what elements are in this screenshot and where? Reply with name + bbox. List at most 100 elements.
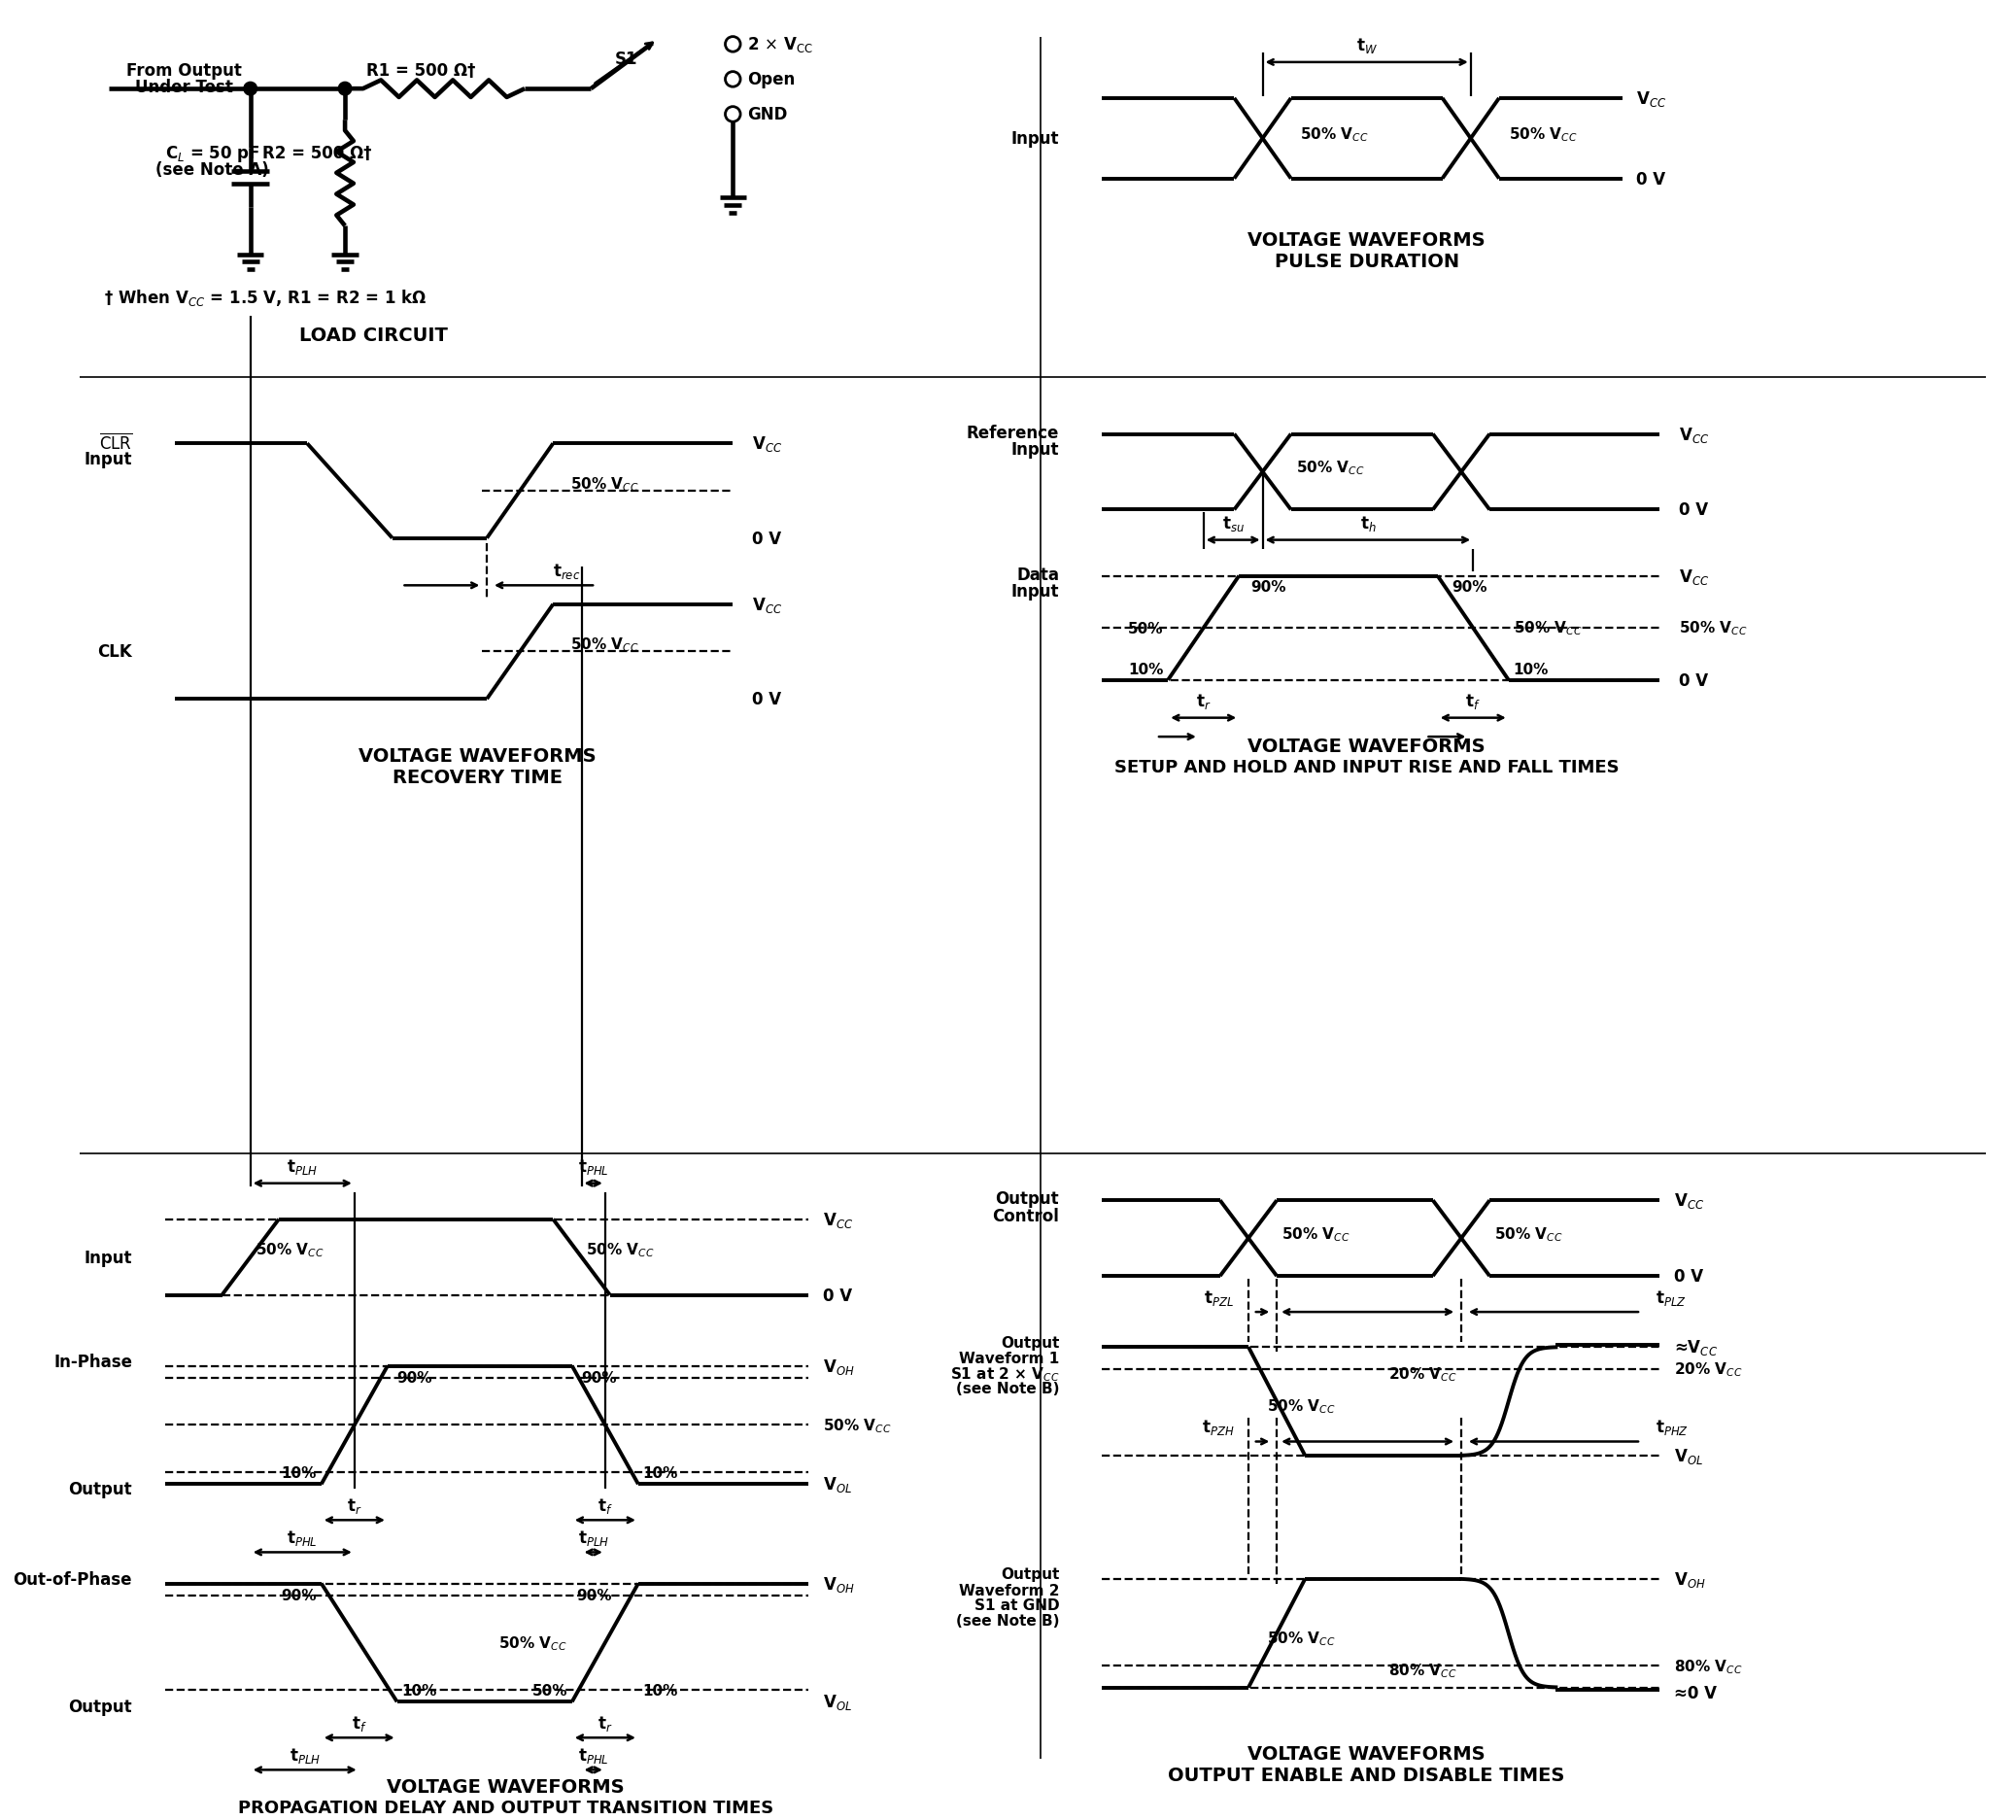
Text: (see Note B): (see Note B) [956, 1613, 1058, 1627]
Text: t$_{PLH}$: t$_{PLH}$ [579, 1527, 609, 1547]
Text: SETUP AND HOLD AND INPUT RISE AND FALL TIMES: SETUP AND HOLD AND INPUT RISE AND FALL T… [1115, 759, 1619, 777]
Text: 20% V$_{CC}$: 20% V$_{CC}$ [1387, 1365, 1456, 1383]
Text: 10%: 10% [643, 1684, 677, 1698]
Text: Output: Output [996, 1190, 1058, 1207]
Text: 10%: 10% [282, 1465, 317, 1480]
Text: V$_{OL}$: V$_{OL}$ [823, 1693, 853, 1711]
Text: OUTPUT ENABLE AND DISABLE TIMES: OUTPUT ENABLE AND DISABLE TIMES [1167, 1765, 1564, 1784]
Text: From Output: From Output [127, 62, 242, 80]
Text: 50% V$_{CC}$: 50% V$_{CC}$ [1679, 619, 1748, 637]
Text: V$_{CC}$: V$_{CC}$ [1673, 1190, 1704, 1210]
Text: t$_{PHL}$: t$_{PHL}$ [579, 1158, 609, 1176]
Text: t$_W$: t$_W$ [1357, 36, 1377, 56]
Text: 10%: 10% [643, 1465, 677, 1480]
Text: Output: Output [1000, 1336, 1058, 1350]
Circle shape [244, 84, 256, 96]
Text: 0 V: 0 V [823, 1287, 853, 1303]
Text: S1 at 2 × V$_{CC}$: S1 at 2 × V$_{CC}$ [950, 1365, 1058, 1383]
Text: Data: Data [1016, 566, 1058, 584]
Text: 50% V$_{CC}$: 50% V$_{CC}$ [256, 1241, 325, 1259]
Text: Waveform 1: Waveform 1 [960, 1350, 1058, 1365]
Text: V$_{OL}$: V$_{OL}$ [823, 1474, 853, 1494]
Text: R1 = 500 Ω†: R1 = 500 Ω† [367, 62, 476, 80]
Text: 10%: 10% [1127, 662, 1163, 677]
Text: 0 V: 0 V [1679, 502, 1708, 519]
Text: 50% V$_{CC}$: 50% V$_{CC}$ [571, 635, 639, 653]
Text: 50% V$_{CC}$: 50% V$_{CC}$ [1300, 126, 1369, 144]
Text: 0 V: 0 V [1673, 1267, 1704, 1285]
Text: 50% V$_{CC}$: 50% V$_{CC}$ [1296, 459, 1365, 477]
Text: t$_{PLH}$: t$_{PLH}$ [288, 1745, 321, 1764]
Text: 20% V$_{CC}$: 20% V$_{CC}$ [1673, 1360, 1742, 1378]
Text: Input: Input [1012, 582, 1058, 601]
Text: t$_{PZL}$: t$_{PZL}$ [1204, 1287, 1234, 1307]
Text: V$_{OL}$: V$_{OL}$ [1673, 1447, 1704, 1465]
Text: V$_{OH}$: V$_{OH}$ [823, 1356, 855, 1376]
Text: t$_{PHL}$: t$_{PHL}$ [579, 1745, 609, 1764]
Text: C$_L$ = 50 pF: C$_L$ = 50 pF [165, 144, 260, 164]
Text: t$_{PHZ}$: t$_{PHZ}$ [1655, 1418, 1687, 1436]
Text: t$_r$: t$_r$ [347, 1496, 363, 1514]
Text: Open: Open [748, 71, 794, 89]
Text: Input: Input [1012, 440, 1058, 459]
Text: t$_r$: t$_r$ [1195, 692, 1212, 712]
Text: t$_{su}$: t$_{su}$ [1222, 513, 1244, 533]
Text: 50% V$_{CC}$: 50% V$_{CC}$ [1268, 1629, 1337, 1647]
Text: t$_f$: t$_f$ [1466, 692, 1480, 712]
Text: VOLTAGE WAVEFORMS: VOLTAGE WAVEFORMS [387, 1778, 625, 1796]
Text: t$_{PLH}$: t$_{PLH}$ [286, 1158, 319, 1176]
Text: 50% V$_{CC}$: 50% V$_{CC}$ [823, 1416, 891, 1434]
Text: 50%: 50% [1127, 621, 1163, 635]
Text: † When V$_{CC}$ = 1.5 V, R1 = R2 = 1 kΩ: † When V$_{CC}$ = 1.5 V, R1 = R2 = 1 kΩ [103, 288, 427, 308]
Text: 50% V$_{CC}$: 50% V$_{CC}$ [587, 1241, 655, 1259]
Text: Output: Output [69, 1698, 133, 1714]
Text: V$_{CC}$: V$_{CC}$ [1679, 566, 1710, 586]
Text: Reference: Reference [966, 424, 1058, 442]
Text: VOLTAGE WAVEFORMS: VOLTAGE WAVEFORMS [1248, 1745, 1486, 1764]
Text: RECOVERY TIME: RECOVERY TIME [393, 768, 562, 786]
Text: Under Test: Under Test [135, 78, 234, 96]
Text: 90%: 90% [581, 1370, 617, 1385]
Text: V$_{CC}$: V$_{CC}$ [752, 595, 782, 615]
Text: PROPAGATION DELAY AND OUTPUT TRANSITION TIMES: PROPAGATION DELAY AND OUTPUT TRANSITION … [238, 1798, 774, 1816]
Text: ≈V$_{CC}$: ≈V$_{CC}$ [1673, 1338, 1718, 1358]
Text: 50% V$_{CC}$: 50% V$_{CC}$ [1508, 126, 1577, 144]
Text: In-Phase: In-Phase [54, 1352, 133, 1370]
Text: 50%: 50% [532, 1684, 566, 1698]
Text: Control: Control [992, 1207, 1058, 1225]
Text: 0 V: 0 V [752, 530, 780, 548]
Text: V$_{CC}$: V$_{CC}$ [1679, 424, 1710, 444]
Text: V$_{CC}$: V$_{CC}$ [823, 1210, 853, 1229]
Text: V$_{OH}$: V$_{OH}$ [823, 1574, 855, 1592]
Text: 2 $\times$ V$_{\rm CC}$: 2 $\times$ V$_{\rm CC}$ [748, 35, 812, 55]
Text: (see Note B): (see Note B) [956, 1381, 1058, 1396]
Text: t$_{PZH}$: t$_{PZH}$ [1202, 1418, 1234, 1436]
Text: t$_{PHL}$: t$_{PHL}$ [286, 1527, 319, 1547]
Text: S1 at GND: S1 at GND [974, 1598, 1058, 1613]
Text: GND: GND [748, 106, 786, 124]
Text: 50% V$_{CC}$: 50% V$_{CC}$ [1494, 1225, 1562, 1243]
Text: Output: Output [1000, 1567, 1058, 1582]
Text: 0 V: 0 V [1679, 672, 1708, 690]
Text: 50% V$_{CC}$: 50% V$_{CC}$ [498, 1634, 566, 1653]
Text: 10%: 10% [1514, 662, 1548, 677]
Text: (see Note A): (see Note A) [155, 162, 270, 178]
Text: ≈0 V: ≈0 V [1673, 1684, 1718, 1702]
Text: Output: Output [69, 1480, 133, 1498]
Text: LOAD CIRCUIT: LOAD CIRCUIT [298, 326, 448, 344]
Text: 90%: 90% [1250, 579, 1286, 593]
Text: t$_r$: t$_r$ [597, 1713, 613, 1733]
Text: 0 V: 0 V [752, 690, 780, 708]
Text: VOLTAGE WAVEFORMS: VOLTAGE WAVEFORMS [359, 746, 597, 766]
Text: t$_{PLZ}$: t$_{PLZ}$ [1655, 1287, 1685, 1307]
Text: 90%: 90% [280, 1589, 317, 1603]
Text: 90%: 90% [1452, 579, 1488, 593]
Text: 10%: 10% [401, 1684, 437, 1698]
Text: 80% V$_{CC}$: 80% V$_{CC}$ [1387, 1662, 1456, 1680]
Text: VOLTAGE WAVEFORMS: VOLTAGE WAVEFORMS [1248, 231, 1486, 249]
Text: t$_f$: t$_f$ [597, 1496, 613, 1514]
Text: V$_{OH}$: V$_{OH}$ [1673, 1569, 1706, 1589]
Text: R2 = 500 Ω†: R2 = 500 Ω† [262, 146, 371, 162]
Text: t$_{rec}$: t$_{rec}$ [552, 561, 581, 581]
Text: VOLTAGE WAVEFORMS: VOLTAGE WAVEFORMS [1248, 737, 1486, 755]
